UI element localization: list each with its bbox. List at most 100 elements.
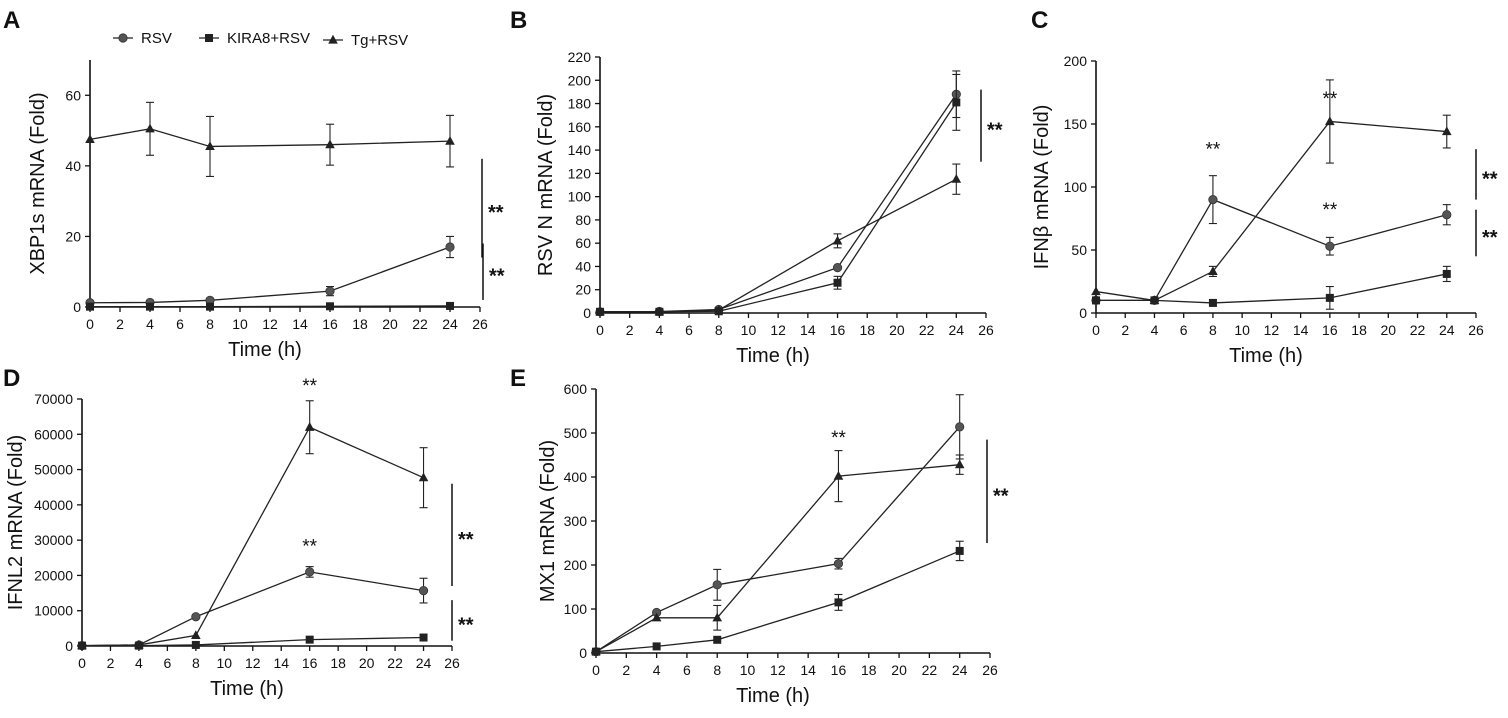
x-tick-label: 24 <box>952 662 968 678</box>
x-tick-label: 8 <box>192 655 200 671</box>
data-point <box>1092 296 1100 305</box>
x-tick-label: 24 <box>442 316 458 332</box>
x-tick-label: 24 <box>949 322 965 338</box>
x-tick-label: 14 <box>292 316 308 332</box>
legend-marker-square <box>205 34 213 42</box>
x-tick-label: 0 <box>86 316 94 332</box>
x-tick-label: 14 <box>800 322 816 338</box>
x-axis-title: Time (h) <box>210 678 284 700</box>
x-axis-title: Time (h) <box>228 339 302 361</box>
x-tick-label: 4 <box>135 655 143 671</box>
data-point <box>1091 286 1101 296</box>
data-point <box>712 612 723 622</box>
significance-annotation: ** <box>1322 200 1337 221</box>
x-tick-label: 16 <box>302 655 318 671</box>
series-kira8-rsv <box>596 73 961 316</box>
x-tick-label: 10 <box>232 316 248 332</box>
x-tick-label: 8 <box>206 316 214 332</box>
x-tick-label: 6 <box>1180 322 1188 338</box>
series-kira8-rsv <box>1092 265 1451 310</box>
y-tick-label: 140 <box>568 142 592 158</box>
x-tick-label: 22 <box>387 655 403 671</box>
significance-label: ** <box>458 614 474 636</box>
y-tick-label: 0 <box>583 305 591 321</box>
x-tick-label: 10 <box>1234 322 1250 338</box>
y-tick-label: 200 <box>1064 53 1088 69</box>
series-line <box>600 178 957 313</box>
x-tick-label: 22 <box>412 316 428 332</box>
x-tick-label: 4 <box>653 662 661 678</box>
panel-letter: B <box>510 7 527 34</box>
x-tick-label: 20 <box>382 316 398 332</box>
data-point <box>305 567 315 577</box>
y-axis-title: MX1 mRNA (Fold) <box>537 440 559 602</box>
x-tick-label: 2 <box>622 662 630 678</box>
x-tick-label: 12 <box>1264 322 1280 338</box>
series-tg-rsv <box>85 101 455 177</box>
x-tick-label: 0 <box>592 662 600 678</box>
panel-letter: D <box>3 365 20 392</box>
data-point <box>419 633 428 642</box>
x-tick-label: 8 <box>1209 322 1217 338</box>
x-tick-label: 6 <box>683 662 691 678</box>
panel-letter: A <box>3 7 20 34</box>
y-tick-label: 160 <box>568 119 592 135</box>
x-tick-label: 14 <box>1293 322 1309 338</box>
x-tick-label: 24 <box>1439 322 1455 338</box>
y-tick-label: 80 <box>575 212 591 228</box>
data-point <box>1208 298 1217 307</box>
x-tick-label: 4 <box>146 316 154 332</box>
data-point <box>191 640 200 649</box>
x-tick-label: 0 <box>1092 322 1100 338</box>
data-point <box>86 302 94 311</box>
x-tick-label: 16 <box>830 322 846 338</box>
panel-d: D0 2 4 6 8 10 12 14 16 18 20 22 24 260100002000030000… <box>3 365 474 700</box>
x-tick-label: 18 <box>352 316 368 332</box>
x-tick-label: 6 <box>685 322 693 338</box>
series-rsv <box>85 235 455 308</box>
data-point <box>1441 126 1452 136</box>
data-point <box>713 635 722 644</box>
x-tick-label: 18 <box>859 322 875 338</box>
x-tick-label: 12 <box>770 322 786 338</box>
data-point <box>1325 241 1335 251</box>
x-tick-label: 18 <box>861 662 877 678</box>
series-rsv <box>591 394 965 657</box>
y-tick-label: 50000 <box>34 462 73 478</box>
y-tick-label: 150 <box>1064 116 1088 132</box>
series-tg-rsv <box>77 400 429 650</box>
x-tick-label: 16 <box>322 316 338 332</box>
data-point <box>325 139 335 149</box>
x-tick-label: 10 <box>217 655 233 671</box>
x-tick-label: 14 <box>800 662 816 678</box>
series-rsv <box>595 70 961 317</box>
x-tick-label: 20 <box>889 322 905 338</box>
data-point <box>654 306 665 316</box>
series-line <box>595 464 960 653</box>
y-tick-label: 30000 <box>34 532 73 548</box>
data-point <box>205 141 215 151</box>
x-tick-label: 2 <box>107 655 115 671</box>
x-axis-title: Time (h) <box>736 345 810 367</box>
series-line <box>595 550 960 653</box>
panel-c: C0 2 4 6 8 10 12 14 16 18 20 22 24 26050100150200Time… <box>1031 7 1498 367</box>
x-tick-label: 0 <box>596 322 604 338</box>
series-rsv <box>1091 175 1452 305</box>
x-tick-label: 16 <box>831 662 847 678</box>
series-line <box>90 305 451 308</box>
legend-label: Tg+RSV <box>351 32 408 49</box>
x-tick-label: 4 <box>655 322 663 338</box>
y-tick-label: 40 <box>575 258 591 274</box>
y-tick-label: 20000 <box>34 567 73 583</box>
series-line <box>1096 273 1447 304</box>
data-point <box>834 598 843 607</box>
x-tick-label: 0 <box>78 655 86 671</box>
data-point <box>1442 269 1451 278</box>
series-line <box>1095 120 1447 302</box>
panel-e: E0 2 4 6 8 10 12 14 16 18 20 22 24 260100200300400500… <box>510 365 1009 707</box>
data-point <box>305 635 314 644</box>
y-tick-label: 0 <box>65 638 73 654</box>
y-tick-label: 100 <box>568 189 592 205</box>
x-tick-label: 4 <box>1151 322 1159 338</box>
